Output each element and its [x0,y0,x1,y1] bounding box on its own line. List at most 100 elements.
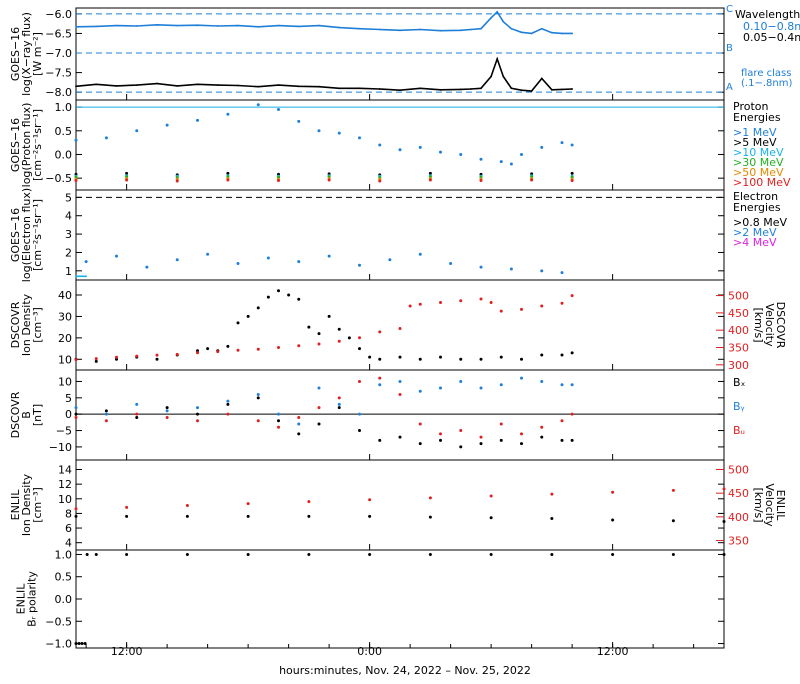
data-point [327,254,331,258]
data-point [570,412,574,416]
panel-frame [75,369,725,461]
y-tick-label: −6.5 [45,27,72,40]
y-tick-label: 20 [58,332,72,345]
flare-class-label: A [726,82,733,93]
data-point [499,160,503,164]
y-axis-label: ENLILBᵣ polarity [15,571,39,627]
data-point [226,399,230,403]
y-right-tick-label: 450 [728,487,749,500]
data-point [560,383,564,387]
data-point [571,88,574,90]
data-point [145,265,149,269]
legend-entry: >5 MeV [733,136,777,149]
data-point [479,297,483,301]
data-point [570,143,574,147]
data-point [236,348,240,352]
data-point [277,84,280,87]
data-point [530,32,533,35]
data-point [459,88,462,91]
data-point [540,145,544,149]
data-point [165,406,169,410]
data-point [408,304,412,308]
data-point [428,552,432,556]
data-point [327,178,331,182]
legend-entry: >0.8 MeV [733,216,787,229]
data-point [540,353,544,357]
data-point [196,118,199,122]
data-point [418,422,422,426]
data-point [358,336,361,340]
data-point [74,642,78,646]
data-point [489,552,493,556]
y-axis-label-line: log(X−ray flux) [20,12,33,96]
data-point [135,25,138,27]
data-point [74,514,78,518]
y-right-axis-label-line: [km/s] [752,487,765,522]
data-point [550,31,553,34]
y-tick-label: 0.5 [55,125,73,138]
data-point [115,254,118,258]
data-point [277,107,280,111]
data-point [196,83,199,86]
data-point [75,25,77,28]
panel-electron: 1 2 3 4 5 GOES−16log(Electron flux)[cm⁻²s⁻¹sr… [9,188,787,282]
y-axis-label-line: ENLIL [15,583,28,615]
series-dscovr_b-0 [74,396,574,449]
data-point [104,409,108,413]
data-point [256,396,260,400]
data-point [226,178,230,182]
flare-class-label: C [726,4,733,15]
data-point [571,32,574,35]
data-point [206,252,210,256]
panel-frame [75,99,725,191]
data-point [185,552,189,556]
data-point [378,383,382,387]
data-point [560,301,564,305]
data-point [358,27,361,30]
y-tick-label: 5 [65,191,72,204]
data-point [570,179,574,183]
data-point [378,179,382,183]
series-proton-1 [74,171,574,177]
y-axis-label-line: log(Proton flux) [20,103,33,188]
data-point [155,357,159,361]
data-point [479,386,483,390]
data-point [135,129,139,133]
data-point [277,346,280,349]
data-point [439,88,442,91]
data-point [439,438,442,442]
data-point [165,123,169,127]
data-point [74,358,78,362]
data-point [459,379,463,383]
data-point [175,352,179,356]
y-right-axis-label-line: Velocity [763,483,776,527]
y-axis-label-line: [nT] [31,404,44,426]
data-point [115,85,118,87]
series-xray-0 [75,10,574,35]
data-point [520,376,523,380]
data-point [671,519,675,523]
data-point [84,260,88,264]
data-point [550,88,553,91]
y-right-tick-label: 350 [728,535,749,548]
data-point [175,258,179,262]
series-enlil_plasma-0 [74,514,726,523]
data-point [125,514,129,518]
data-point [449,261,453,265]
data-point [378,357,382,361]
legend-title: Wavelength [735,8,800,21]
data-point [246,552,250,556]
data-point [185,514,189,518]
series-enlil_plasma-1 [74,487,726,511]
data-point [156,23,158,26]
data-point [490,16,493,19]
series-xray-1 [75,56,574,92]
y-tick-label: −7.5 [45,67,72,80]
data-point [459,445,463,449]
y-tick-label: 1.0 [55,101,73,114]
data-point [520,442,523,446]
data-point [570,171,574,175]
data-point [135,415,139,419]
